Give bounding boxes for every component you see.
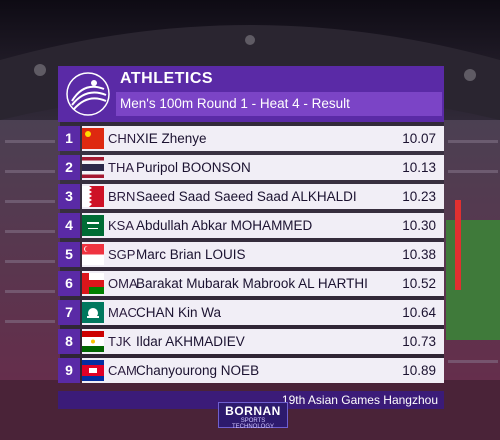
result-row: 3 BRN Saeed Saad Saeed Saad ALKHALDI 10.… bbox=[58, 184, 444, 209]
row-bar: MAC CHAN Kin Wa 10.64 bbox=[82, 300, 444, 325]
country-code: THA bbox=[108, 160, 134, 175]
country-code: BRN bbox=[108, 189, 136, 204]
tjk-flag-icon bbox=[82, 331, 104, 352]
row-bar: CAM Chanyourong NOEB 10.89 bbox=[82, 358, 444, 383]
rank-label: 2 bbox=[58, 155, 80, 180]
result-time: 10.52 bbox=[402, 276, 436, 291]
athlete-name: Barakat Mubarak Mabrook AL HARTHI bbox=[136, 276, 368, 291]
oma-flag-icon bbox=[82, 273, 104, 294]
result-time: 10.64 bbox=[402, 305, 436, 320]
event-subtitle: Men's 100m Round 1 - Heat 4 - Result bbox=[116, 92, 442, 116]
sponsor-name: BORNAN bbox=[225, 404, 281, 418]
sponsor-tagline: SPORTS TECHNOLOGY bbox=[231, 418, 274, 430]
rank-label: 9 bbox=[58, 358, 80, 383]
mac-flag-icon bbox=[82, 302, 104, 323]
country-code: CHN bbox=[108, 131, 137, 146]
rank-label: 8 bbox=[58, 329, 80, 354]
country-code: OMA bbox=[108, 276, 138, 291]
row-bar: TJK Ildar AKHMADIEV 10.73 bbox=[82, 329, 444, 354]
rank-label: 5 bbox=[58, 242, 80, 267]
rank-label: 6 bbox=[58, 271, 80, 296]
rank-label: 1 bbox=[58, 126, 80, 151]
sgp-flag-icon bbox=[82, 244, 104, 265]
result-time: 10.13 bbox=[402, 160, 436, 175]
result-time: 10.73 bbox=[402, 334, 436, 349]
result-time: 10.23 bbox=[402, 189, 436, 204]
result-row: 1 CHN XIE Zhenye 10.07 bbox=[58, 126, 444, 151]
event-name: 19th Asian Games Hangzhou bbox=[281, 393, 438, 407]
sport-title: ATHLETICS bbox=[120, 70, 214, 87]
athlete-name: Ildar AKHMADIEV bbox=[136, 334, 245, 349]
country-code: KSA bbox=[108, 218, 135, 233]
country-code: MAC bbox=[108, 305, 137, 320]
result-row: 4 KSA Abdullah Abkar MOHAMMED 10.30 bbox=[58, 213, 444, 238]
athlete-name: Saeed Saad Saeed Saad ALKHALDI bbox=[136, 189, 357, 204]
row-bar: CHN XIE Zhenye 10.07 bbox=[82, 126, 444, 151]
rank-label: 3 bbox=[58, 184, 80, 209]
result-row: 9 CAM Chanyourong NOEB 10.89 bbox=[58, 358, 444, 383]
country-code: CAM bbox=[108, 363, 137, 378]
result-row: 7 MAC CHAN Kin Wa 10.64 bbox=[58, 300, 444, 325]
rank-label: 4 bbox=[58, 213, 80, 238]
results-header: ATHLETICS Men's 100m Round 1 - Heat 4 - … bbox=[58, 66, 444, 122]
result-time: 10.07 bbox=[402, 131, 436, 146]
row-bar: SGP Marc Brian LOUIS 10.38 bbox=[82, 242, 444, 267]
row-bar: BRN Saeed Saad Saeed Saad ALKHALDI 10.23 bbox=[82, 184, 444, 209]
chn-flag-icon bbox=[82, 128, 104, 149]
result-time: 10.89 bbox=[402, 363, 436, 378]
athlete-name: CHAN Kin Wa bbox=[136, 305, 222, 320]
result-row: 2 THA Puripol BOONSON 10.13 bbox=[58, 155, 444, 180]
athlete-name: Abdullah Abkar MOHAMMED bbox=[136, 218, 313, 233]
result-time: 10.30 bbox=[402, 218, 436, 233]
result-row: 6 OMA Barakat Mubarak Mabrook AL HARTHI … bbox=[58, 271, 444, 296]
sponsor-logo: BORNAN SPORTS TECHNOLOGY bbox=[218, 402, 288, 430]
cam-flag-icon bbox=[82, 360, 104, 381]
athlete-name: Marc Brian LOUIS bbox=[136, 247, 246, 262]
row-bar: KSA Abdullah Abkar MOHAMMED 10.30 bbox=[82, 213, 444, 238]
rank-label: 7 bbox=[58, 300, 80, 325]
athlete-name: Puripol BOONSON bbox=[136, 160, 251, 175]
results-board: ATHLETICS Men's 100m Round 1 - Heat 4 - … bbox=[58, 66, 444, 392]
brn-flag-icon bbox=[82, 186, 104, 207]
row-bar: OMA Barakat Mubarak Mabrook AL HARTHI 10… bbox=[82, 271, 444, 296]
event-footer: 19th Asian Games Hangzhou bbox=[58, 391, 444, 409]
country-code: SGP bbox=[108, 247, 136, 262]
tha-flag-icon bbox=[82, 157, 104, 178]
asian-games-logo-icon bbox=[66, 72, 110, 116]
result-row: 8 TJK Ildar AKHMADIEV 10.73 bbox=[58, 329, 444, 354]
result-time: 10.38 bbox=[402, 247, 436, 262]
ksa-flag-icon bbox=[82, 215, 104, 236]
row-bar: THA Puripol BOONSON 10.13 bbox=[82, 155, 444, 180]
athlete-name: XIE Zhenye bbox=[136, 131, 207, 146]
result-row: 5 SGP Marc Brian LOUIS 10.38 bbox=[58, 242, 444, 267]
country-code: TJK bbox=[108, 334, 132, 349]
athlete-name: Chanyourong NOEB bbox=[136, 363, 260, 378]
